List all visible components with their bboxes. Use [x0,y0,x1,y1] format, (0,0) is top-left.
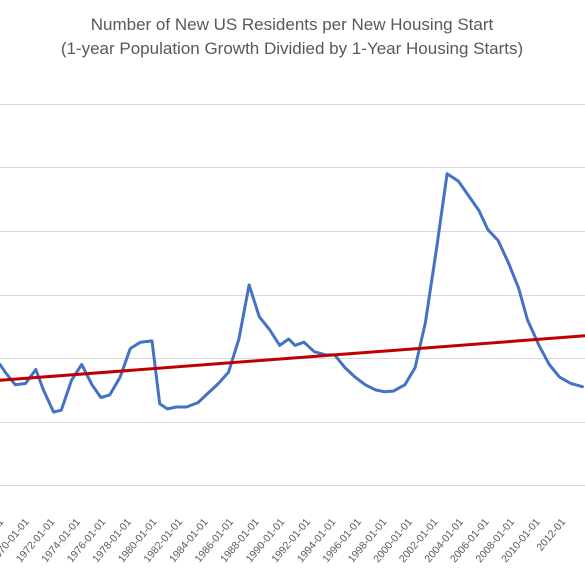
series-line-trend [0,334,585,382]
chart-subtitle: (1-year Population Growth Dividied by 1-… [61,39,523,58]
gridlines [0,104,585,486]
series-line-ratio [0,172,584,414]
series-layer [0,172,585,414]
x-axis-tick-labels: 1968-01-011970-01-011972-01-011974-01-01… [0,516,568,565]
chart-title: Number of New US Residents per New Housi… [91,15,494,34]
